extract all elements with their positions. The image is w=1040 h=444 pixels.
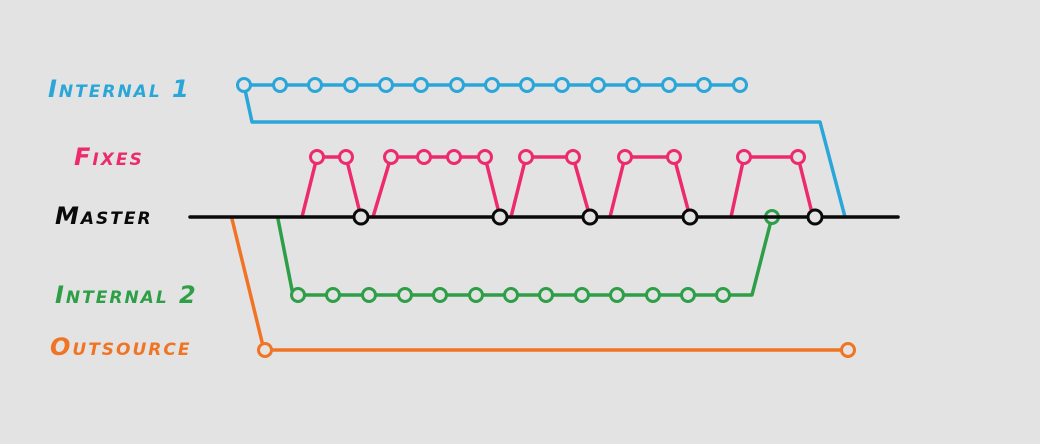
fix-commit bbox=[416, 149, 432, 165]
internal-2-commit bbox=[432, 287, 448, 303]
branch-label-outsource: Outsource bbox=[50, 333, 192, 361]
internal-2-commit bbox=[680, 287, 696, 303]
internal-2-commit bbox=[503, 287, 519, 303]
internal-1-commit bbox=[625, 77, 641, 93]
master-commit bbox=[352, 208, 370, 226]
internal-2-commit bbox=[290, 287, 306, 303]
internal-2-commit bbox=[715, 287, 731, 303]
fix-commit bbox=[790, 149, 806, 165]
master-branch bbox=[188, 208, 900, 226]
internal-2-commit bbox=[645, 287, 661, 303]
internal-2-commit bbox=[325, 287, 341, 303]
outsource-commit bbox=[840, 342, 856, 358]
fix-commit bbox=[666, 149, 682, 165]
branch-label-internal-1: Internal 1 bbox=[48, 75, 191, 103]
branch-label-internal-2: Internal 2 bbox=[55, 281, 198, 309]
internal-1-commit bbox=[307, 77, 323, 93]
internal-1-branch bbox=[236, 77, 847, 219]
master-commit bbox=[491, 208, 509, 226]
fix-branch-line bbox=[509, 155, 592, 219]
master-commit bbox=[806, 208, 824, 226]
internal-1-commit bbox=[413, 77, 429, 93]
fix-commit bbox=[477, 149, 493, 165]
internal-2-commit bbox=[361, 287, 377, 303]
fix-branch-line bbox=[608, 155, 692, 219]
internal-1-commit bbox=[272, 77, 288, 93]
fix-commit bbox=[446, 149, 462, 165]
internal-1-commit bbox=[378, 77, 394, 93]
internal-1-commit bbox=[236, 77, 252, 93]
internal-2-branch-line bbox=[276, 215, 774, 297]
fix-branch-line bbox=[371, 155, 502, 219]
outsource-branch bbox=[230, 217, 856, 358]
internal-2-commit bbox=[468, 287, 484, 303]
branch-label-fixes: Fixes bbox=[74, 143, 144, 171]
internal-1-commit bbox=[661, 77, 677, 93]
branch-label-master: Master bbox=[55, 202, 153, 230]
internal-1-commit bbox=[696, 77, 712, 93]
fix-commit bbox=[338, 149, 354, 165]
master-commit bbox=[681, 208, 699, 226]
internal-2-commit bbox=[609, 287, 625, 303]
internal-2-branch bbox=[276, 209, 780, 303]
fixes-branch bbox=[300, 149, 815, 219]
internal-1-commit bbox=[554, 77, 570, 93]
internal-1-commit bbox=[732, 77, 748, 93]
outsource-commit bbox=[257, 342, 273, 358]
internal-1-commit bbox=[484, 77, 500, 93]
fix-branch-line bbox=[729, 155, 815, 219]
internal-2-commit bbox=[574, 287, 590, 303]
internal-1-commit bbox=[519, 77, 535, 93]
fix-commit bbox=[736, 149, 752, 165]
internal-2-commit bbox=[538, 287, 554, 303]
fix-commit bbox=[383, 149, 399, 165]
fix-commit bbox=[309, 149, 325, 165]
internal-1-commit bbox=[590, 77, 606, 93]
master-commit bbox=[581, 208, 599, 226]
fix-branch-line bbox=[300, 155, 363, 219]
fix-commit bbox=[617, 149, 633, 165]
internal-1-commit bbox=[449, 77, 465, 93]
fix-commit bbox=[565, 149, 581, 165]
internal-2-commit bbox=[397, 287, 413, 303]
fix-commit bbox=[518, 149, 534, 165]
internal-1-commit bbox=[343, 77, 359, 93]
internal-1-merge-line bbox=[242, 83, 847, 219]
